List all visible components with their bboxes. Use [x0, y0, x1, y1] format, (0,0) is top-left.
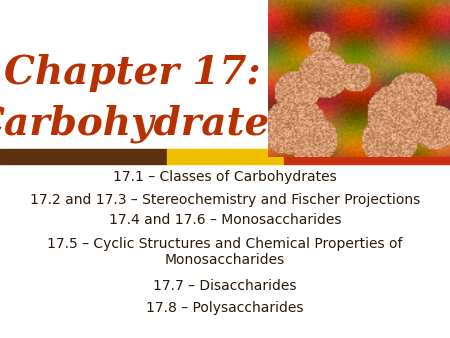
Text: 17.5 – Cyclic Structures and Chemical Properties of
Monosaccharides: 17.5 – Cyclic Structures and Chemical Pr…	[47, 237, 403, 267]
Bar	[284, 149, 450, 164]
Text: 17.7 – Disaccharides: 17.7 – Disaccharides	[153, 279, 297, 293]
Text: 17.8 – Polysaccharides: 17.8 – Polysaccharides	[146, 300, 304, 315]
Text: 17.2 and 17.3 – Stereochemistry and Fischer Projections: 17.2 and 17.3 – Stereochemistry and Fisc…	[30, 193, 420, 207]
Bar	[0, 149, 166, 164]
Text: Carbohydrates: Carbohydrates	[0, 104, 292, 143]
Text: Chapter 17:: Chapter 17:	[4, 54, 261, 92]
Bar	[166, 149, 284, 164]
Text: 17.4 and 17.6 – Monosaccharides: 17.4 and 17.6 – Monosaccharides	[109, 213, 341, 227]
Text: 17.1 – Classes of Carbohydrates: 17.1 – Classes of Carbohydrates	[113, 170, 337, 185]
